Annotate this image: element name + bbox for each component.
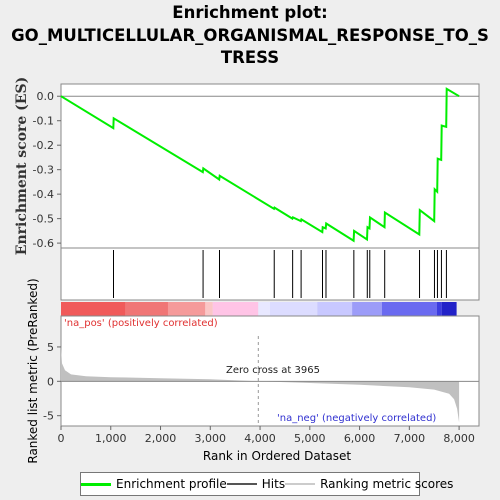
enrichment-profile-line — [60, 87, 460, 243]
es-ytick-label: 0.0 — [37, 90, 55, 103]
ranking-ylabel: Ranked list metric (PreRanked) — [26, 278, 40, 463]
xtick-label: 1,000 — [95, 432, 127, 445]
color-bar-segment — [212, 302, 259, 316]
title-line: TRESS — [220, 48, 280, 67]
ranking-metric-area — [61, 346, 460, 423]
legend-label: Hits — [261, 477, 286, 491]
x-axis-label: Rank in Ordered Dataset — [203, 449, 351, 463]
color-bar-segment — [436, 302, 442, 316]
xtick-label: 3,000 — [195, 432, 227, 445]
xtick-label: 4,000 — [244, 432, 276, 445]
rank-ytick-label: 5 — [47, 341, 54, 354]
es-ytick-label: -0.1 — [33, 115, 54, 128]
es-ytick-label: -0.2 — [33, 139, 54, 152]
legend: Enrichment profile Hits Ranking metric s… — [80, 472, 453, 496]
legend-item-enrichment: Enrichment profile — [81, 477, 227, 491]
color-bar-segment — [61, 302, 126, 316]
xtick-label: 8,000 — [443, 432, 475, 445]
green-line-icon — [81, 482, 111, 486]
xtick-label: 5,000 — [294, 432, 326, 445]
legend-item-ranking: Ranking metric scores — [285, 477, 453, 491]
hits-plot-area — [60, 247, 480, 301]
color-bar-segment — [352, 302, 382, 316]
es-ytick-label: -0.5 — [33, 213, 54, 226]
es-ytick-label: -0.3 — [33, 164, 54, 177]
color-bar-segment — [441, 302, 457, 316]
color-bar-segment — [205, 302, 213, 316]
zero-cross-label: Zero cross at 3965 — [226, 365, 320, 376]
es-ytick-label: -0.4 — [33, 188, 54, 201]
rank-ytick-label: -5 — [43, 410, 54, 423]
color-bar-segment — [125, 302, 168, 316]
neg-correlated-label: 'na_neg' (negatively correlated) — [277, 413, 436, 424]
black-line-icon — [226, 483, 257, 485]
xtick-label: 7,000 — [394, 432, 426, 445]
legend-item-hits: Hits — [226, 477, 286, 491]
color-bar-segment — [167, 302, 206, 316]
es-ylabel: Enrichment score (ES) — [14, 77, 30, 255]
legend-label: Enrichment profile — [116, 477, 227, 491]
xtick-label: 0 — [58, 432, 65, 445]
rank-ytick-label: 0 — [47, 375, 54, 388]
legend-label: Ranking metric scores — [320, 477, 454, 491]
chart-title: Enrichment plot: GO_MULTICELLULAR_ORGANI… — [0, 2, 500, 70]
es-ytick-label: -0.6 — [33, 237, 54, 250]
ranking-color-bar — [61, 302, 457, 316]
es-plot-area — [60, 83, 480, 249]
color-bar-segment — [317, 302, 353, 316]
title-line: GO_MULTICELLULAR_ORGANISMAL_RESPONSE_TO_… — [11, 25, 489, 45]
pos-correlated-label: 'na_pos' (positively correlated) — [64, 318, 218, 329]
color-bar-segment — [270, 302, 318, 316]
color-bar-segment — [381, 302, 437, 316]
xtick-label: 6,000 — [344, 432, 376, 445]
ranking-plot-area — [60, 315, 480, 427]
gray-line-icon — [285, 483, 316, 485]
title-line: Enrichment plot: — [172, 3, 328, 22]
enrichment-chart: 0.0 -0.1 -0.2 -0.3 -0.4 -0.5 -0.6 Enrichment s… — [14, 77, 480, 464]
color-bar-segment — [258, 302, 270, 316]
xtick-label: 2,000 — [145, 432, 177, 445]
